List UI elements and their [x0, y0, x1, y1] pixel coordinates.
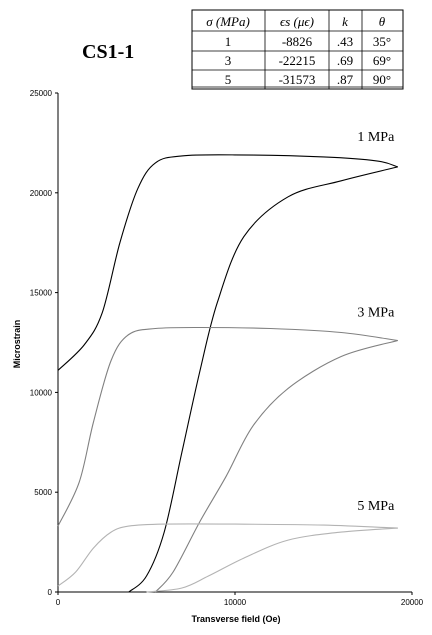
- table-cell: .43: [337, 34, 353, 49]
- table-cell: 69°: [373, 53, 391, 68]
- x-tick-label: 10000: [224, 598, 247, 607]
- table-cell: 35°: [373, 34, 391, 49]
- series-1-lower-branch: [128, 166, 398, 593]
- y-tick-label: 10000: [30, 388, 53, 397]
- table-header-cell: σ (MPa): [206, 14, 250, 29]
- table-header-cell: θ: [379, 14, 386, 29]
- y-axis-label: Microstrain: [12, 320, 22, 369]
- series-3-lower-branch: [146, 527, 398, 593]
- parameter-table: σ (MPa) ϵs (μϵ) k θ 1 -8826 .43 35° 3 -2…: [191, 9, 404, 90]
- x-tick-label: 0: [56, 598, 61, 607]
- y-tick-label: 15000: [30, 289, 53, 298]
- table-cell: -22215: [279, 53, 316, 68]
- table-cell: .87: [337, 72, 354, 87]
- table-cell: -31573: [279, 72, 316, 87]
- axes: 0 5000 10000 15000 20000 25000 0 10000 20000: [30, 89, 424, 607]
- y-tick-label: 25000: [30, 89, 53, 98]
- series-2-upper-branch: [57, 326, 398, 527]
- series-3-upper-branch: [57, 523, 398, 587]
- y-tick-label: 0: [48, 588, 53, 597]
- curves: [57, 154, 398, 593]
- table-header-cell: k: [342, 14, 348, 29]
- table-header-cell: ϵs (μϵ): [280, 14, 314, 29]
- y-tick-label: 5000: [34, 488, 52, 497]
- series-labels: 1 MPa 3 MPa 5 MPa: [357, 130, 395, 514]
- table-border: [191, 9, 404, 90]
- table-cell: 5: [225, 72, 232, 87]
- table-cell: 1: [225, 34, 232, 49]
- table-cell: 3: [225, 53, 232, 68]
- table-cell: 90°: [373, 72, 391, 87]
- table-cell: .69: [337, 53, 353, 68]
- series-1-upper-branch: [57, 154, 398, 371]
- y-tick-label: 20000: [30, 189, 53, 198]
- series-label: 5 MPa: [357, 499, 395, 514]
- series-label: 3 MPa: [357, 306, 395, 321]
- chart-title: CS1-1: [82, 41, 134, 63]
- table-cell: -8826: [282, 34, 313, 49]
- series-2-lower-branch: [154, 339, 398, 593]
- x-tick-label: 20000: [401, 598, 424, 607]
- series-label: 1 MPa: [357, 130, 395, 145]
- x-axis-label: Transverse field (Oe): [191, 614, 280, 624]
